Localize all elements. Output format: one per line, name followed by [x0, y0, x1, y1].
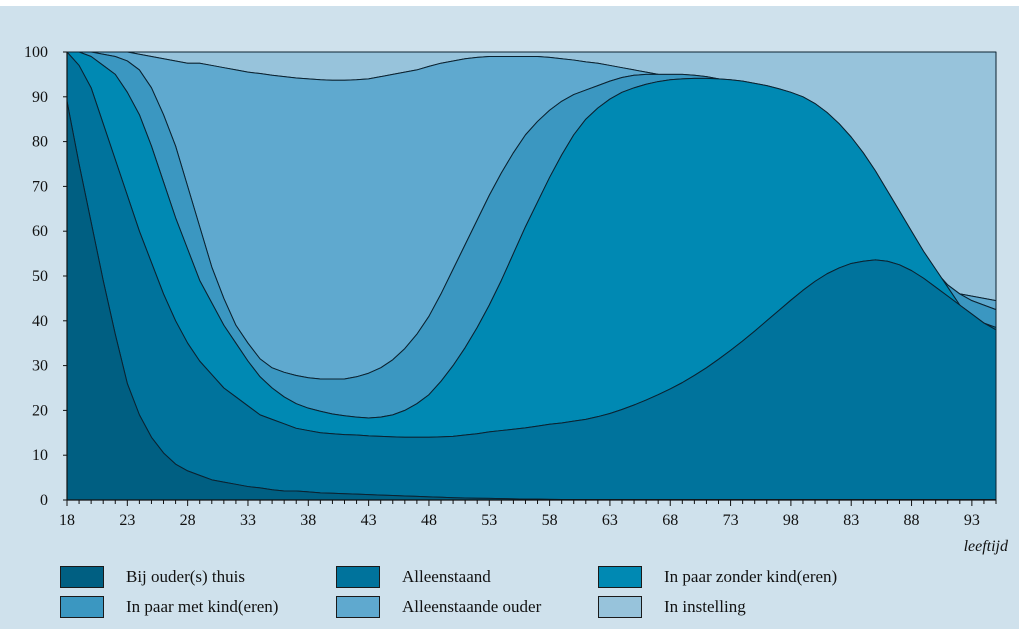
- x-axis-label: leeftijd: [963, 538, 1008, 555]
- x-tick-label: 48: [421, 512, 437, 529]
- x-tick-label: 18: [59, 512, 75, 529]
- legend-item: In instelling: [598, 596, 746, 618]
- top-strip: [0, 0, 1019, 6]
- legend-swatch: [60, 566, 104, 588]
- y-tick-label: 60: [32, 223, 48, 240]
- y-tick-label: 30: [32, 358, 48, 375]
- tick-labels-group: 18 23 28 33 38 43 48 53 58 63 68 73 98 83 88 93 0 10 20 30 4…: [24, 44, 980, 529]
- legend-swatch: [598, 566, 642, 588]
- legend-item: In paar zonder kind(eren): [598, 566, 837, 588]
- y-tick-label: 70: [32, 178, 48, 195]
- legend-label: In instelling: [664, 597, 746, 616]
- y-tick-label: 20: [32, 402, 48, 419]
- x-tick-label: 28: [180, 512, 196, 529]
- x-tick-label: 68: [662, 512, 678, 529]
- x-tick-label: 23: [119, 512, 135, 529]
- y-tick-label: 0: [40, 492, 48, 509]
- x-tick-label: 38: [300, 512, 316, 529]
- x-tick-label: 43: [361, 512, 377, 529]
- x-tick-label: 83: [843, 512, 859, 529]
- legend-item: Alleenstaande ouder: [336, 596, 541, 618]
- x-tick-label: 88: [904, 512, 920, 529]
- legend-item: Bij ouder(s) thuis: [60, 566, 245, 588]
- legend-label: Bij ouder(s) thuis: [126, 567, 245, 586]
- x-tick-label: 73: [723, 512, 739, 529]
- x-tick-label: 63: [602, 512, 618, 529]
- x-tick-label: 93: [964, 512, 980, 529]
- x-tick-label: 58: [542, 512, 558, 529]
- legend-swatch: [598, 596, 642, 618]
- x-tick-label: 53: [481, 512, 497, 529]
- y-tick-label: 80: [32, 134, 48, 151]
- legend-swatch: [336, 596, 380, 618]
- axes-group: [63, 51, 997, 506]
- y-tick-label: 90: [32, 89, 48, 106]
- y-tick-label: 40: [32, 313, 48, 330]
- y-tick-label: 50: [32, 268, 48, 285]
- legend-swatch: [336, 566, 380, 588]
- legend-label: Alleenstaande ouder: [402, 597, 542, 616]
- area-series-group: [66, 51, 997, 501]
- legend-label: Alleenstaand: [402, 567, 491, 586]
- x-tick-label: 98: [783, 512, 799, 529]
- y-tick-label: 10: [32, 447, 48, 464]
- legend: Bij ouder(s) thuis In paar met kind(eren)…: [0, 560, 1019, 629]
- legend-swatch: [60, 596, 104, 618]
- legend-item: Alleenstaand: [336, 566, 491, 588]
- legend-item: In paar met kind(eren): [60, 596, 278, 618]
- legend-label: In paar met kind(eren): [126, 597, 279, 616]
- x-tick-label: 33: [240, 512, 256, 529]
- y-tick-label: 100: [24, 44, 48, 61]
- legend-label: In paar zonder kind(eren): [664, 567, 838, 586]
